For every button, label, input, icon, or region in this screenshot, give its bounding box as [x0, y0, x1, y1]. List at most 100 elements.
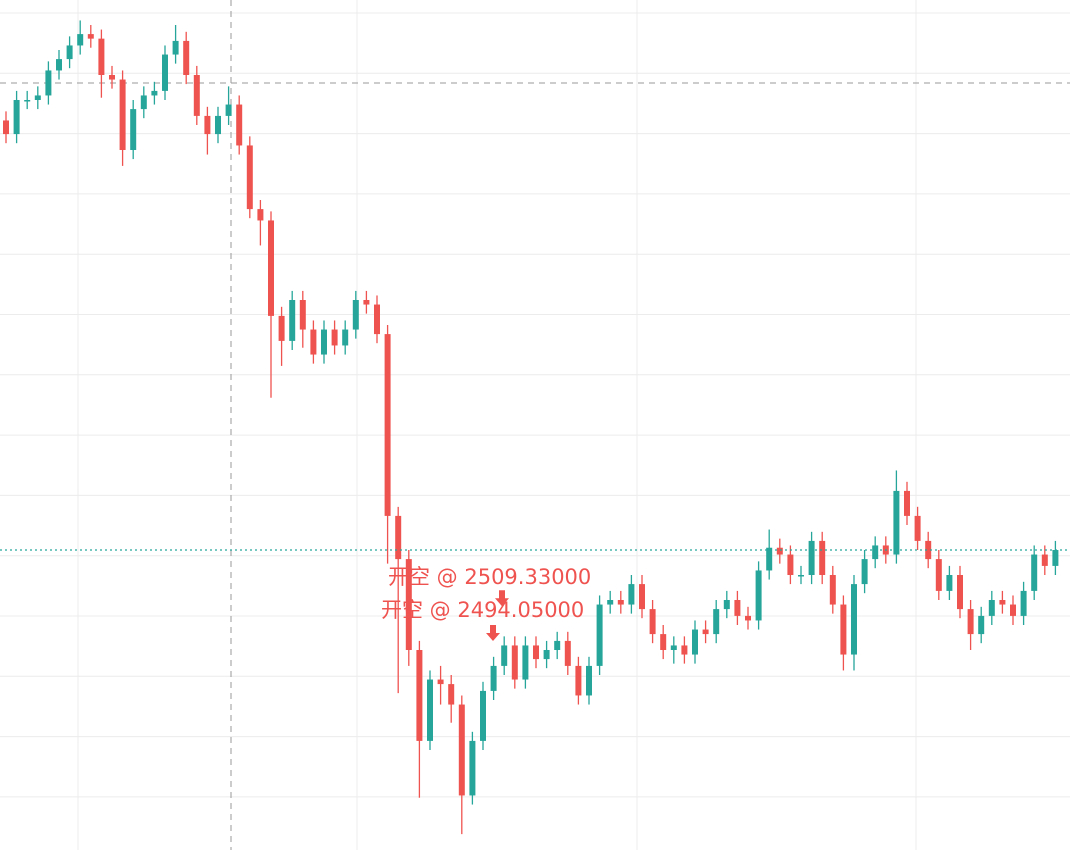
candle-body — [681, 645, 688, 655]
candle-body — [151, 90, 158, 96]
candle-body — [87, 34, 94, 39]
candle-body — [1020, 590, 1027, 616]
candle-body — [246, 145, 253, 210]
candle-body — [639, 584, 645, 610]
candle-body — [416, 650, 423, 741]
candle-body — [236, 104, 243, 146]
candle-body — [734, 600, 741, 616]
candle-body — [957, 575, 963, 610]
candle-body — [98, 38, 105, 75]
candle-body — [363, 300, 370, 305]
candle-body — [183, 40, 190, 75]
candle-body — [1031, 554, 1038, 591]
candle-body — [3, 120, 9, 135]
candle-body — [56, 59, 62, 71]
candles — [3, 20, 1059, 835]
candle-body — [967, 609, 974, 635]
candle-body — [511, 645, 518, 680]
candle-body — [522, 645, 529, 680]
candle-body — [384, 334, 391, 516]
candle-body — [692, 629, 698, 655]
candle-body — [490, 665, 497, 691]
candle-body — [798, 575, 804, 577]
candle-body — [1041, 554, 1048, 566]
candle-body — [702, 629, 709, 635]
candle-body — [321, 329, 327, 355]
candle-body — [66, 45, 73, 60]
candle-body — [649, 609, 656, 635]
candle-body — [533, 645, 539, 660]
candle-body — [24, 100, 31, 102]
candle-body — [617, 600, 624, 605]
candle-body — [172, 40, 179, 55]
candle-body — [299, 300, 306, 330]
candle-body — [77, 34, 84, 46]
candle-body — [437, 679, 444, 685]
candle-body — [755, 570, 762, 621]
candle-body — [914, 515, 921, 541]
annotations: 开空 @ 2509.33000 开空 @ 2494.05000 — [381, 565, 591, 641]
candle-body — [999, 600, 1006, 605]
annotation-label: 开空 @ 2494.05000 — [381, 598, 584, 622]
candle-body — [851, 584, 857, 655]
candle-body — [395, 515, 402, 560]
candle-body — [119, 79, 126, 150]
candle-body — [215, 115, 221, 135]
candle-body — [723, 600, 730, 610]
candle-body — [278, 315, 285, 341]
candle-body — [193, 75, 200, 116]
sell-arrow — [486, 624, 500, 641]
candle-body — [776, 547, 783, 555]
candle-body — [469, 740, 476, 796]
candle-body — [448, 684, 455, 705]
candle-body — [978, 615, 985, 635]
candle-body — [660, 634, 667, 650]
candle-body — [109, 75, 115, 80]
candle-body — [405, 559, 412, 650]
candle-body — [140, 95, 147, 110]
candle-body — [766, 547, 773, 571]
annotation-label: 开空 @ 2509.33000 — [388, 565, 591, 589]
candle-body — [893, 490, 900, 555]
candle-body — [904, 490, 910, 516]
candle-body — [352, 300, 359, 330]
candle-body — [543, 650, 550, 660]
candle-body — [427, 679, 433, 741]
candle-body — [480, 690, 486, 741]
candle-body — [819, 540, 826, 575]
candle-body — [861, 559, 868, 585]
candle-body — [872, 545, 879, 560]
candle-body — [225, 104, 232, 116]
candle-body — [586, 665, 592, 696]
candle-body — [713, 609, 720, 635]
candle-body — [554, 640, 561, 650]
candle-body — [204, 115, 211, 135]
candle-body — [374, 304, 380, 335]
candle-body — [564, 640, 571, 666]
candle-body — [501, 645, 508, 666]
candle-body — [342, 329, 349, 346]
candle-body — [808, 540, 815, 575]
candle-body — [45, 70, 52, 96]
candle-body — [331, 329, 338, 346]
candle-body — [670, 645, 677, 650]
candle-body — [628, 584, 635, 605]
candle-body — [34, 95, 41, 100]
candle-body — [13, 100, 20, 135]
sell-arrow — [495, 590, 509, 607]
candle-body — [130, 109, 137, 150]
candle-body — [458, 704, 465, 796]
candle-body — [310, 329, 317, 355]
candle-body — [745, 615, 751, 621]
candle-body — [988, 600, 995, 616]
candle-body — [946, 575, 953, 591]
candle-body — [257, 209, 264, 221]
candle-body — [840, 604, 847, 655]
candle-body — [1052, 550, 1059, 566]
candle-body — [268, 220, 274, 316]
candle-body — [829, 575, 836, 605]
candle-body — [596, 604, 603, 666]
candle-body — [607, 600, 614, 605]
